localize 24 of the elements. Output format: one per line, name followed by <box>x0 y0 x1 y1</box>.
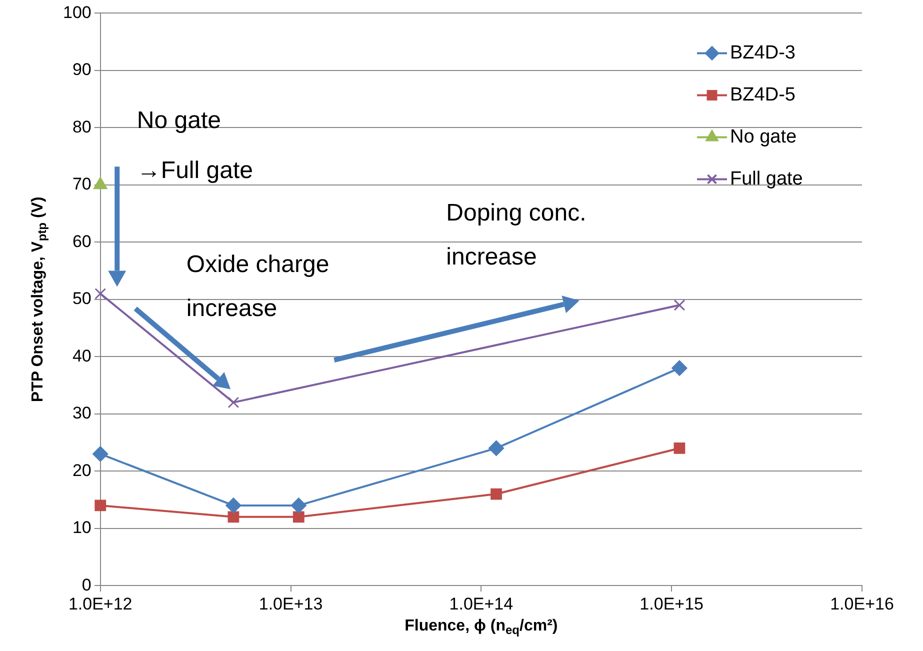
y-tick-label: 80 <box>72 117 92 136</box>
annotation: Doping conc. increase <box>446 200 586 271</box>
x-tick-label: 1.0E+14 <box>449 594 514 614</box>
y-tick-label: 0 <box>82 575 92 594</box>
x-tick-label: 1.0E+12 <box>68 594 132 614</box>
x-tick-label: 1.0E+15 <box>640 594 704 614</box>
y-tick-label: 20 <box>72 460 92 480</box>
legend-label: No gate <box>730 126 797 148</box>
y-tick-label: 10 <box>72 518 92 538</box>
y-axis-title: PTP Onset voltage, Vptp (V) <box>29 196 50 402</box>
y-tick-label: 40 <box>72 346 92 366</box>
y-tick-label: 100 <box>62 2 92 22</box>
annotation: No gate →Full gate <box>136 106 253 184</box>
annotation: Oxide charge increase <box>186 251 330 322</box>
legend-label: BZ4D-3 <box>730 42 796 64</box>
legend-label: Full gate <box>730 168 803 190</box>
x-tick-label: 1.0E+16 <box>830 594 894 614</box>
y-tick-label: 30 <box>72 404 92 423</box>
x-tick-label: 1.0E+13 <box>258 594 323 614</box>
y-tick-label: 70 <box>72 174 92 194</box>
legend-label: BZ4D-5 <box>730 84 796 106</box>
y-tick-label: 90 <box>72 60 92 80</box>
y-tick-label: 50 <box>72 289 92 308</box>
y-tick-label: 60 <box>72 232 92 251</box>
